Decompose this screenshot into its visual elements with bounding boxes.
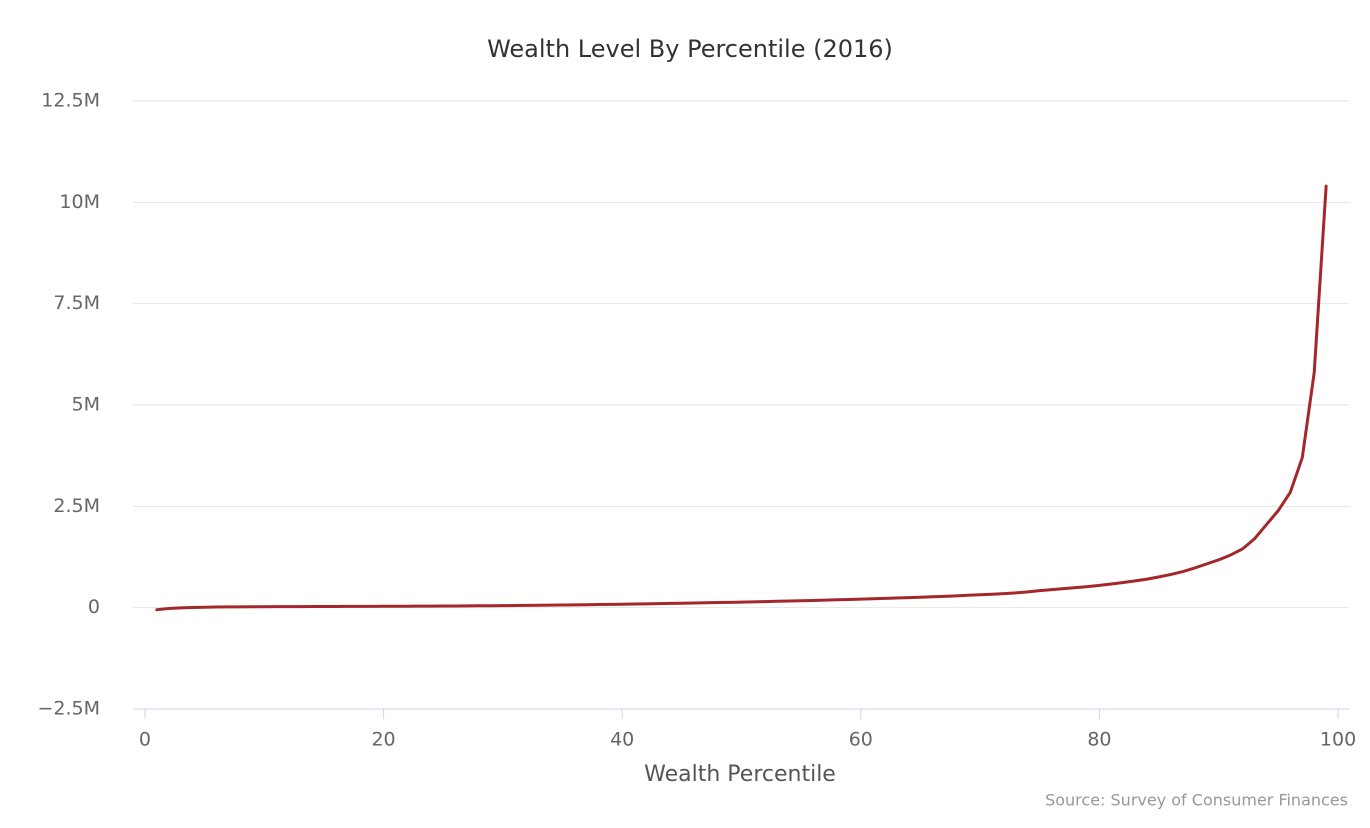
x-tick-label: 20 [371, 729, 395, 751]
y-tick-label: 10M [59, 191, 100, 213]
x-axis-label: Wealth Percentile [644, 762, 836, 787]
y-tick-label: −2.5M [37, 698, 100, 720]
x-tick-label: 60 [849, 729, 873, 751]
y-tick-label: 5M [72, 394, 100, 416]
x-tick-label: 80 [1087, 729, 1111, 751]
line [155, 184, 1328, 612]
y-tick-label: 7.5M [53, 292, 100, 314]
source: Source: Survey of Consumer Finances [1045, 791, 1348, 810]
x-tick-label: 100 [1320, 729, 1356, 751]
y-tick-label: 2.5M [53, 495, 100, 517]
x-tick-label: 0 [139, 729, 151, 751]
y-tick-label: 0 [88, 596, 100, 618]
chart-title: Wealth Level By Percentile (2016) [487, 35, 893, 63]
x-tick-label: 40 [610, 729, 634, 751]
y-tick-label: 12.5M [41, 90, 100, 112]
